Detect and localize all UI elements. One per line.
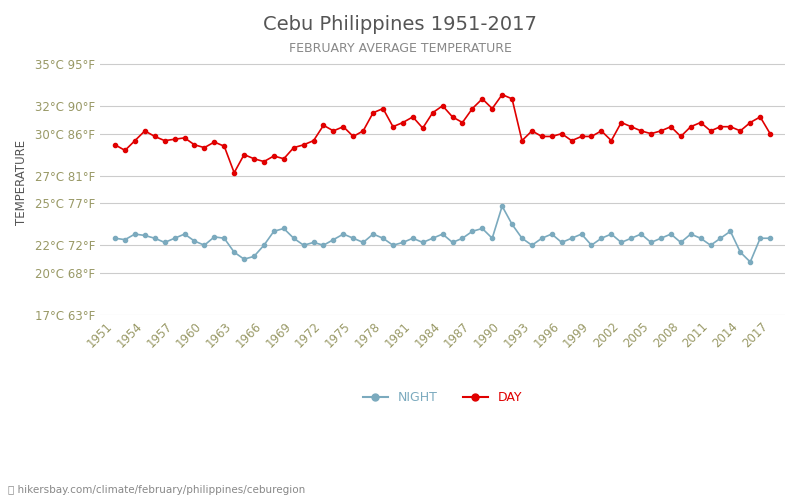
Text: 🔶 hikersbay.com/climate/february/philippines/ceburegion: 🔶 hikersbay.com/climate/february/philipp…	[8, 485, 306, 495]
Legend: NIGHT, DAY: NIGHT, DAY	[358, 386, 527, 409]
Text: FEBRUARY AVERAGE TEMPERATURE: FEBRUARY AVERAGE TEMPERATURE	[289, 42, 511, 56]
Y-axis label: TEMPERATURE: TEMPERATURE	[15, 140, 28, 225]
Text: Cebu Philippines 1951-2017: Cebu Philippines 1951-2017	[263, 15, 537, 34]
